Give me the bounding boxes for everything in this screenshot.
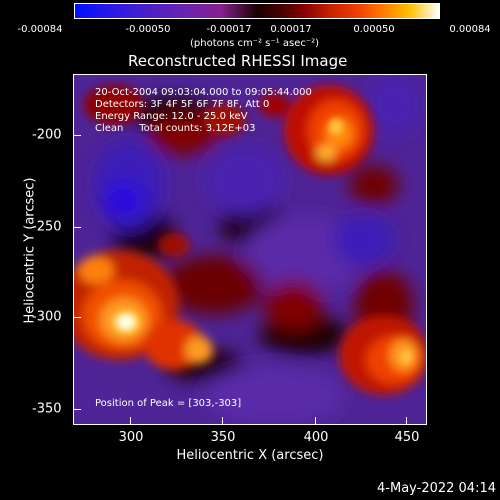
rhessi-image-canvas: [74, 75, 426, 424]
info-time-range: 20-Oct-2004 09:03:04.000 to 09:05:44.000: [95, 87, 312, 98]
x-tick-mark: [315, 417, 316, 425]
colorbar-tick-label: 0.00050: [353, 24, 395, 35]
colorbar: [74, 3, 440, 19]
y-tick-mark: [73, 227, 81, 228]
info-energy-range: Energy Range: 12.0 - 25.0 keV: [95, 111, 248, 122]
colorbar-tick-label: -0.00050: [125, 24, 171, 35]
info-method-counts: Clean Total counts: 3.12E+03: [95, 123, 256, 134]
x-tick-mark: [222, 417, 223, 425]
plot-timestamp: 4-May-2022 04:14: [377, 481, 496, 496]
colorbar-tick-label: 0.00084: [449, 24, 491, 35]
y-tick-mark: [73, 409, 81, 410]
plot-title: Reconstructed RHESSI Image: [128, 52, 348, 70]
x-axis-title: Heliocentric X (arcsec): [176, 448, 324, 463]
colorbar-tick-labels: -0.00084 -0.00050 -0.00017 0.00017 0.000…: [0, 24, 500, 38]
x-tick-label: 450: [394, 430, 420, 445]
x-tick-label: 350: [210, 430, 236, 445]
x-tick-mark: [130, 417, 131, 425]
colorbar-tick-label: 0.00017: [270, 24, 312, 35]
colorbar-tick-label: -0.00084: [17, 24, 63, 35]
info-detectors: Detectors: 3F 4F 5F 6F 7F 8F, Att 0: [95, 99, 270, 110]
colorbar-gradient: [75, 4, 439, 18]
y-tick-label: -250: [32, 219, 62, 235]
rhessi-image: 20-Oct-2004 09:03:04.000 to 09:05:44.000…: [73, 74, 427, 425]
y-tick-label: -350: [32, 401, 62, 417]
y-tick-mark: [73, 317, 81, 318]
peak-position-label: Position of Peak = [303,-303]: [95, 398, 242, 409]
colorbar-tick-label: -0.00017: [206, 24, 252, 35]
colorbar-units: (photons cm⁻² s⁻¹ asec⁻²): [190, 38, 320, 49]
y-tick-label: -300: [32, 309, 62, 325]
y-axis-title: Heliocentric Y (arcsec): [22, 177, 38, 324]
x-tick-mark: [406, 417, 407, 425]
x-tick-label: 400: [303, 430, 329, 445]
y-tick-label: -200: [32, 127, 62, 143]
x-tick-label: 300: [118, 430, 144, 445]
y-tick-mark: [73, 135, 81, 136]
